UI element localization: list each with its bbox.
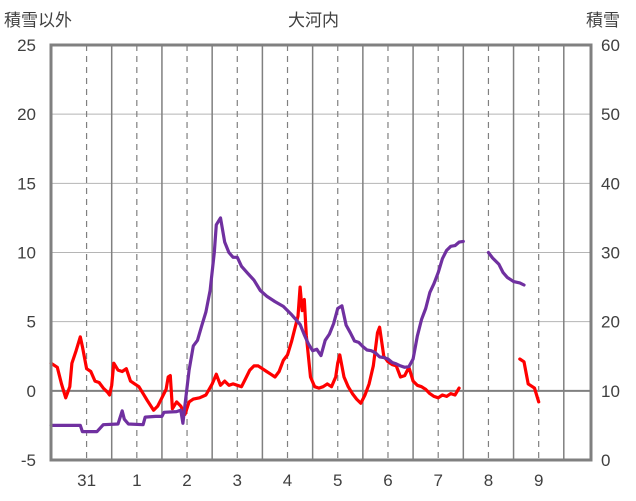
plot-frame xyxy=(49,43,593,462)
x-tick-label: 5 xyxy=(333,471,342,490)
y-right-tick-label: 40 xyxy=(601,174,620,193)
series xyxy=(49,216,541,434)
left-axis-series-line xyxy=(49,285,541,416)
x-tick-label: 4 xyxy=(283,471,292,490)
x-tick-label: 8 xyxy=(484,471,493,490)
chart-title: 大河内 xyxy=(288,11,339,31)
x-tick-label: 2 xyxy=(182,471,191,490)
y-left-tick-label: 20 xyxy=(17,105,36,124)
snow-depth-series-line xyxy=(49,216,526,434)
y-left-tick-label: 0 xyxy=(27,382,36,401)
y-left-tick-label: 5 xyxy=(27,313,36,332)
x-tick-label: 1 xyxy=(132,471,141,490)
x-tick-label: 6 xyxy=(383,471,392,490)
y-left-tick-label: 25 xyxy=(17,36,36,55)
x-tick-label: 31 xyxy=(77,471,96,490)
y-left-tick-label: 15 xyxy=(17,174,36,193)
right-axis-title: 積雪 xyxy=(586,11,620,31)
y-right-tick-label: 30 xyxy=(601,244,620,263)
y-right-tick-label: 20 xyxy=(601,313,620,332)
y-right-tick-label: 60 xyxy=(601,36,620,55)
y-right-tick-label: 50 xyxy=(601,105,620,124)
x-tick-label: 9 xyxy=(534,471,543,490)
y-left-tick-label: 10 xyxy=(17,244,36,263)
gridlines xyxy=(51,45,591,460)
x-tick-label: 3 xyxy=(233,471,242,490)
left-axis-title: 積雪以外 xyxy=(4,11,72,31)
y-right-tick-label: 0 xyxy=(601,451,610,470)
x-tick-label: 7 xyxy=(433,471,442,490)
y-right-tick-label: 10 xyxy=(601,382,620,401)
tick-labels: -5 0 5 10 15 20 25 0 10 20 30 40 50 60 31 1 2 3 4 5 6 7 8 9 xyxy=(17,36,620,490)
y-left-tick-label: -5 xyxy=(21,451,36,470)
